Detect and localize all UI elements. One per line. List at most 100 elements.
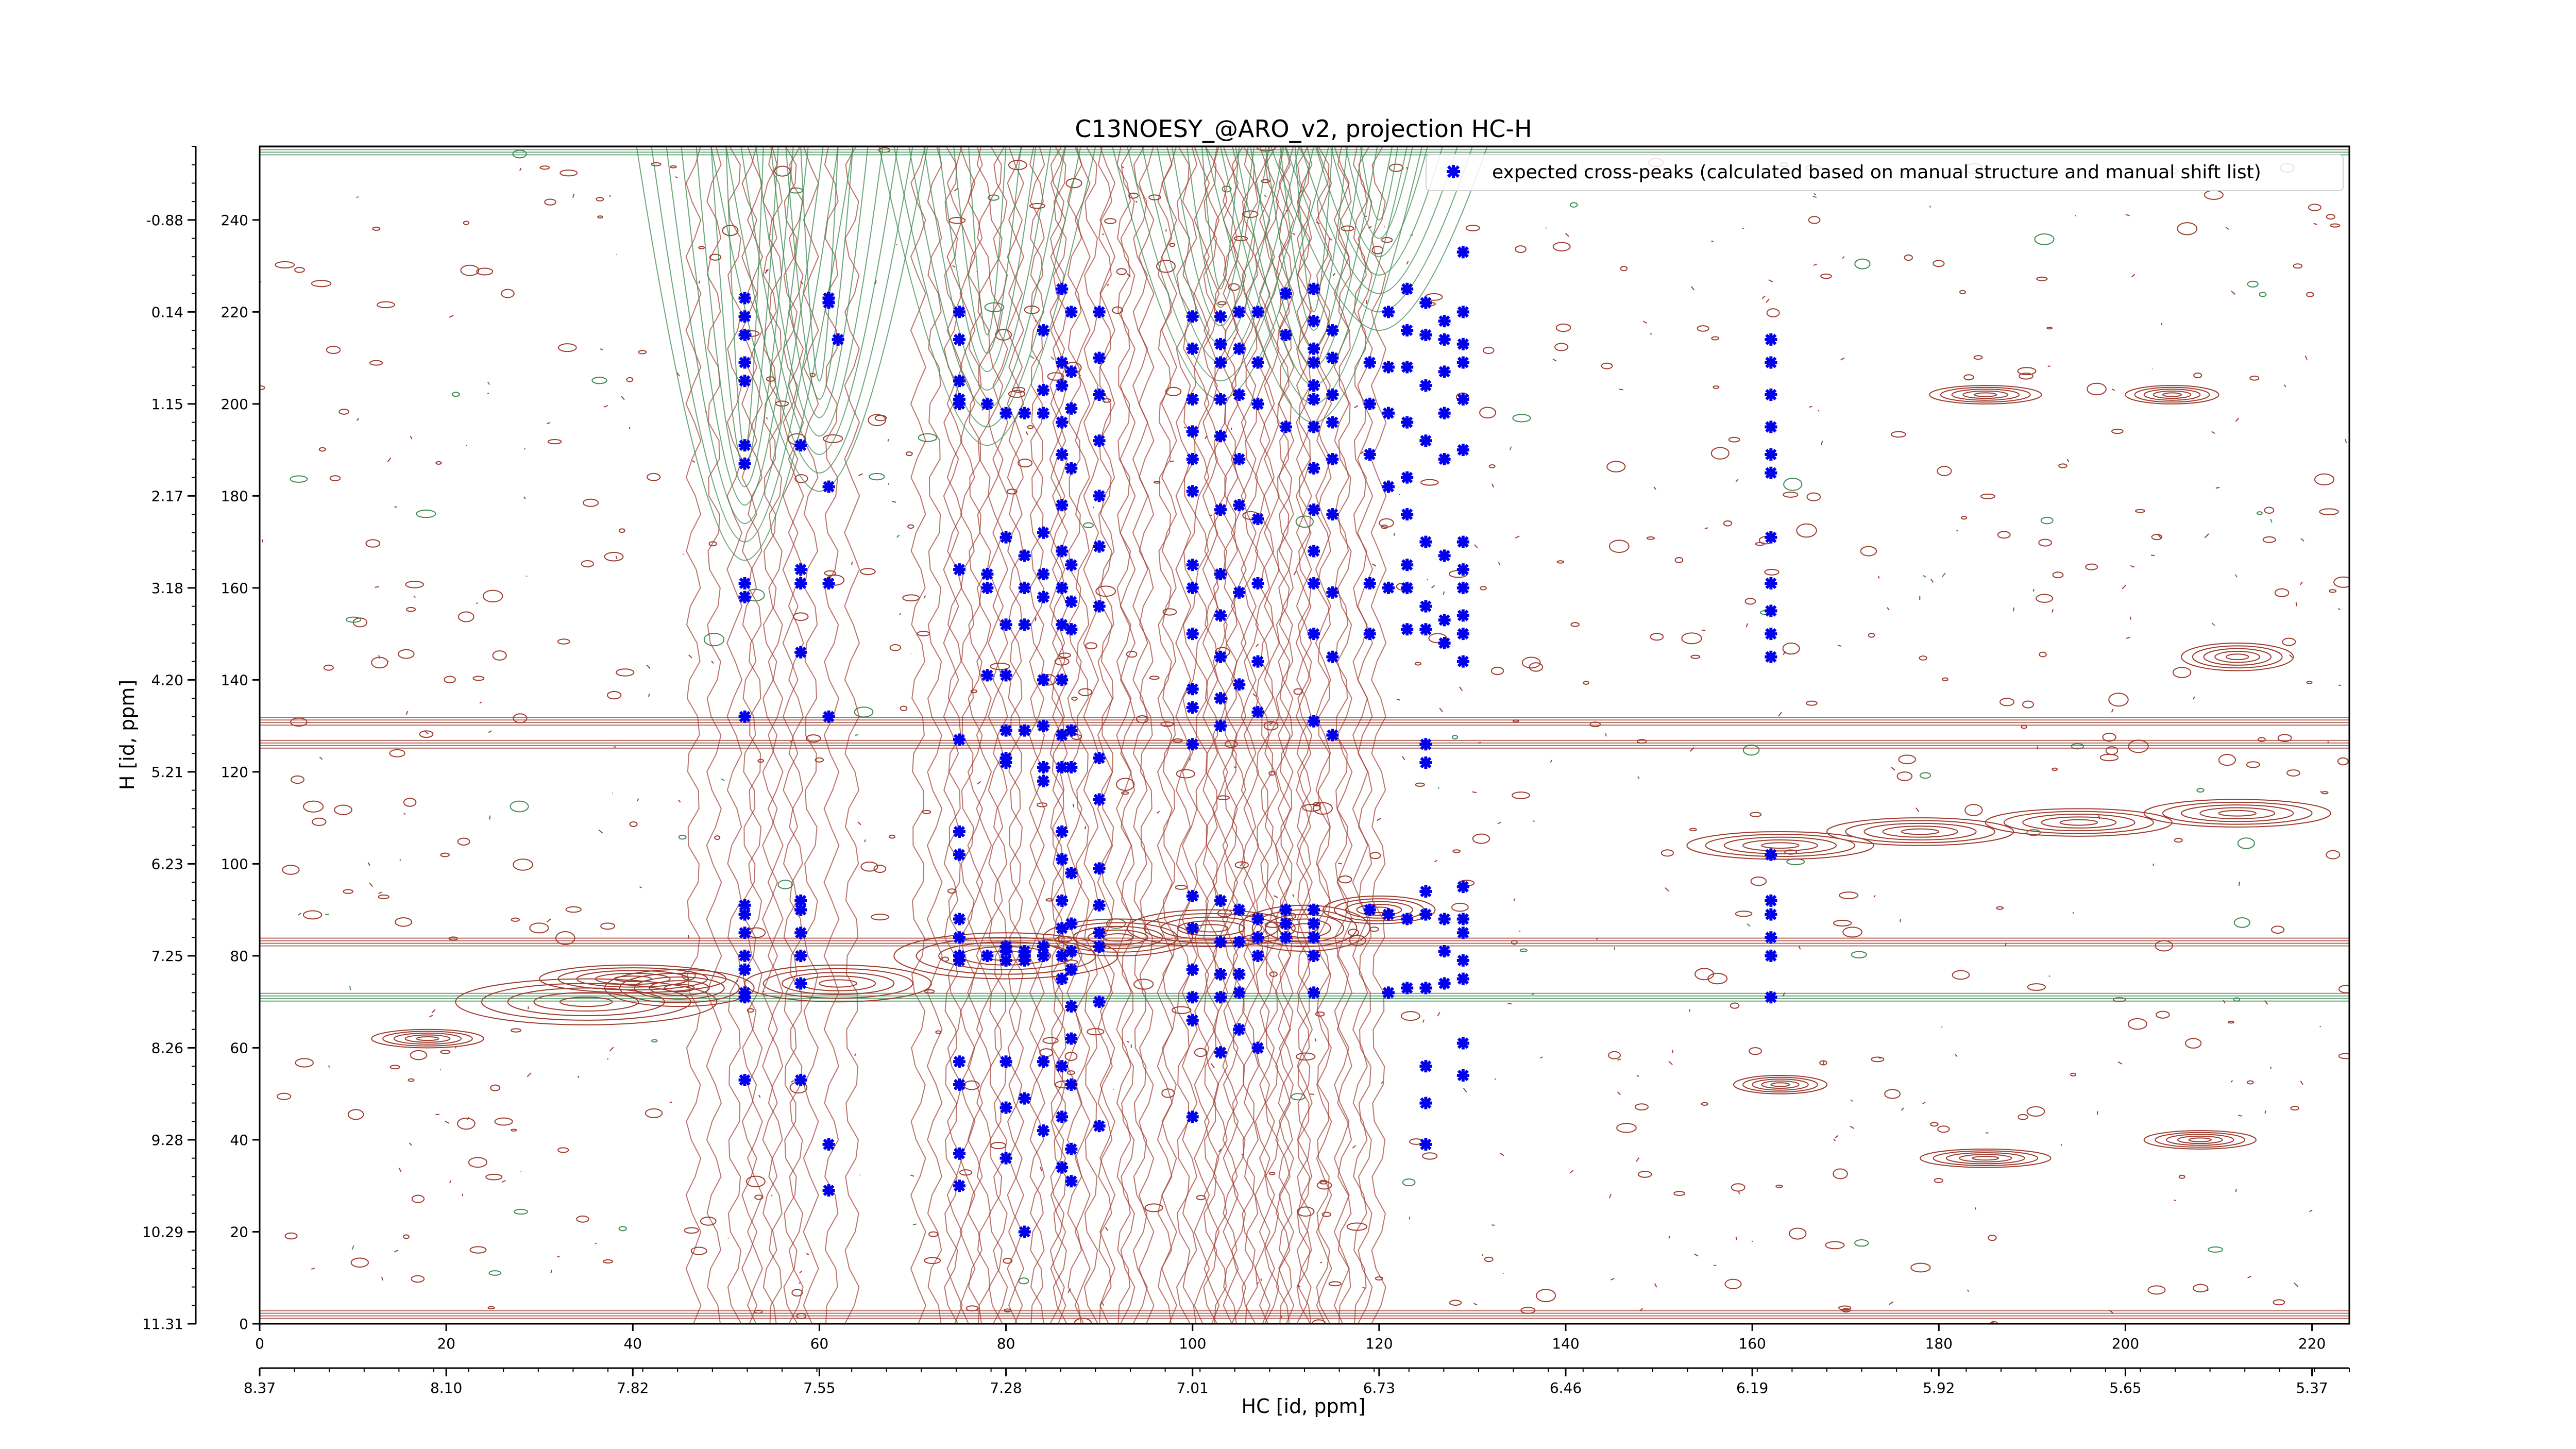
cross-peak-marker (1093, 926, 1106, 939)
contour-noise (857, 821, 861, 825)
contour-noise (1813, 263, 1817, 266)
contour-noise (2274, 588, 2290, 597)
x-tick-label: 200 (2112, 1335, 2139, 1352)
contour-noise (1988, 1234, 1997, 1241)
contour-noise (2293, 263, 2303, 269)
cross-peak-marker (1279, 287, 1292, 300)
contour-negative (696, 146, 794, 487)
contour-noise (1999, 698, 2015, 706)
contour-noise (2319, 508, 2339, 515)
contour-noise (476, 602, 479, 604)
contour-noise (1654, 1283, 1657, 1288)
contour-ridge (1352, 146, 1368, 1324)
contour-peak (2059, 819, 2098, 826)
contour-noise (887, 439, 889, 442)
cross-peak-marker (1438, 945, 1451, 958)
cross-peak-marker (1233, 499, 1246, 512)
contour-noise (2345, 439, 2347, 444)
contour-noise (1362, 1287, 1366, 1289)
cross-peak-marker (1382, 480, 1395, 493)
cross-peak-marker (1251, 577, 1264, 589)
contour-noise (1980, 493, 1995, 499)
cross-peak-marker (981, 581, 994, 594)
cross-peak-marker (953, 306, 966, 318)
contour-noise (1127, 1040, 1130, 1043)
contour-peak (1940, 386, 2031, 403)
cross-peak-marker (1214, 310, 1227, 323)
cross-peak-marker (1765, 448, 1777, 461)
contour-noise (871, 914, 889, 921)
contour-noise (1565, 233, 1569, 237)
contour-peak (1901, 828, 1940, 835)
contour-noise (766, 269, 769, 272)
contour-noise (1933, 260, 1945, 267)
cross-peak-marker (1456, 356, 1469, 369)
contour-noise (1789, 1227, 1807, 1240)
contour-negative (953, 146, 1022, 354)
cross-peak-marker (1065, 1000, 1078, 1013)
contour-noise (1783, 650, 1786, 655)
contour-noise (1899, 919, 1901, 922)
cross-peak-marker (1363, 356, 1376, 369)
y-tick-label: 100 (221, 855, 248, 872)
cross-peak-marker (1456, 338, 1469, 350)
contour-noise (1916, 807, 1920, 812)
contour-noise (377, 301, 395, 309)
cross-peak-marker (1419, 756, 1432, 769)
contour-noise (472, 676, 485, 681)
contour-negative (1270, 146, 1488, 331)
contour-noise (1636, 1157, 1640, 1162)
cross-peak-marker (1214, 692, 1227, 705)
contour-noise (1818, 410, 1820, 412)
contour-peak (2225, 653, 2249, 661)
cross-peak-marker (822, 1138, 835, 1151)
contour-noise (395, 917, 413, 927)
contour-ridge (1315, 146, 1331, 1324)
contour-peak (371, 1029, 484, 1049)
contour-noise (1338, 863, 1343, 865)
cross-peak-marker (1438, 365, 1451, 378)
cross-peak-marker (1382, 908, 1395, 921)
contour-noise (492, 650, 507, 661)
cross-peak-marker (1456, 563, 1469, 576)
contour-noise (462, 1193, 464, 1197)
cross-peak-marker (1093, 899, 1106, 912)
cross-peak-marker (1308, 628, 1320, 641)
contour-noise (1704, 527, 1708, 529)
cross-peak-marker (1093, 996, 1106, 1008)
contour-noise (698, 246, 705, 249)
contour-noise (1228, 283, 1240, 291)
x-ppm-tick-label: 5.65 (2109, 1379, 2141, 1396)
cross-peak-marker (953, 825, 966, 838)
contour-negative (1201, 146, 1240, 290)
contour-noise (860, 568, 876, 576)
contour-noise (1854, 1239, 1869, 1247)
cross-peak-marker (1093, 1120, 1106, 1133)
contour-noise (2036, 276, 2048, 281)
contour-noise (1321, 1211, 1331, 1217)
cross-peak-marker (1308, 917, 1320, 930)
contour-noise (823, 434, 843, 443)
contour-noise (1887, 607, 1890, 611)
contour-ridge (967, 146, 984, 1324)
cross-peak-marker (1214, 338, 1227, 350)
contour-negative (681, 146, 809, 506)
cross-peak-marker (1233, 306, 1246, 318)
contour-peak (614, 975, 652, 982)
cross-peak-marker (1037, 591, 1049, 603)
contour-noise (1910, 1262, 1931, 1273)
contour-noise (1156, 260, 1176, 273)
cross-peak-marker (1765, 577, 1777, 589)
cross-peak-marker (999, 1101, 1012, 1114)
cross-peak-marker (1419, 1060, 1432, 1073)
contour-noise (2174, 1199, 2176, 1202)
contour-noise (2333, 576, 2349, 588)
cross-peak-marker (1056, 282, 1069, 295)
contour-noise (907, 524, 914, 529)
contour-noise (1105, 1226, 1109, 1231)
cross-peak-marker (1308, 420, 1320, 433)
contour-noise (2314, 473, 2334, 485)
contour-noise (416, 509, 436, 518)
legend-box (1426, 154, 2344, 191)
contour-noise (328, 1065, 330, 1068)
